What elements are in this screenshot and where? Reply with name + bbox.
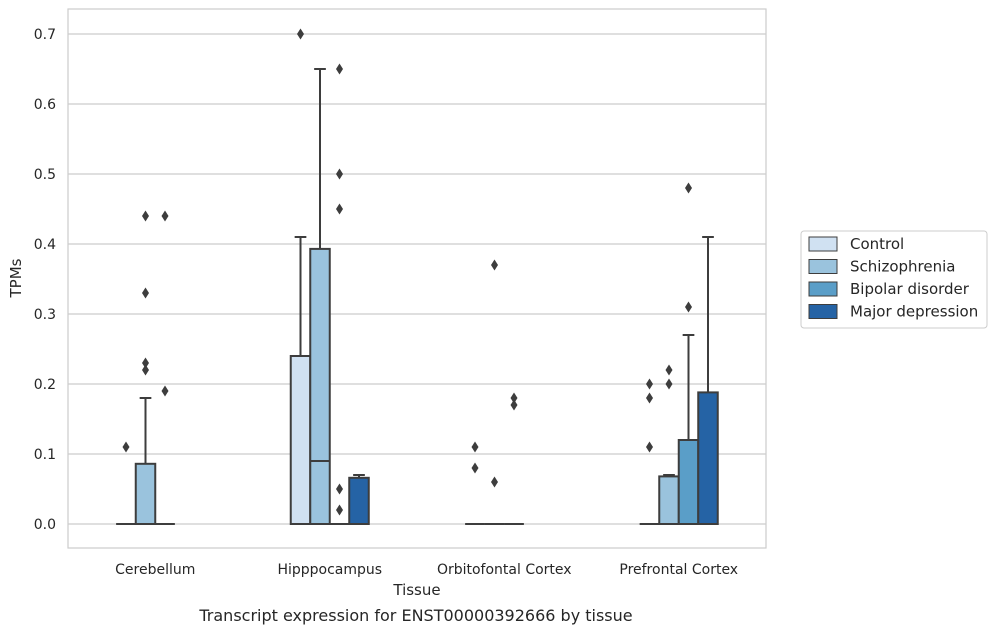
box-group [465,441,485,525]
outlier-point [142,287,149,299]
box-group [155,210,175,525]
outlier-point [336,203,343,215]
box [677,439,700,525]
y-tick-label: 0.4 [34,237,56,253]
y-tick-label: 0.7 [34,27,56,43]
outlier-point [297,28,304,40]
y-tick-label: 0.3 [34,307,56,323]
box-group [329,63,350,525]
box-group [658,364,680,525]
legend-swatch [808,259,838,274]
legend-swatch [808,281,838,297]
outlier-point [161,210,169,222]
chart-caption: Transcript expression for ENST0000039266… [199,606,633,625]
outlier-point [510,392,518,404]
box [658,475,680,525]
legend: Control Schizophrenia Bipolar disorder Majo… [800,230,988,329]
x-tick-label: Orbitofontal Cortex [437,562,572,578]
y-tick-label: 0.1 [34,447,56,463]
outlier-point [142,357,149,369]
box-group [134,210,157,525]
outlier-point [665,378,673,390]
box-layer [116,28,719,525]
y-tick-label: 0.5 [34,167,56,183]
outlier-point [491,476,498,488]
box [697,391,719,525]
outlier-point [161,385,169,397]
box [289,355,312,525]
legend-items: Control Schizophrenia Bipolar disorder Majo… [808,235,978,321]
y-axis-label: TPMs [7,258,25,298]
box-group [116,441,136,525]
y-tick-label: 0.6 [34,97,56,113]
box [348,476,370,525]
box-group [348,474,370,525]
outlier-point [646,441,653,453]
outlier-point [685,182,692,194]
y-tick-label: 0.0 [34,517,56,533]
x-axis-label: Tissue [392,581,440,599]
outlier-point [336,168,343,180]
outlier-point [510,399,518,411]
outlier-point [336,63,343,75]
x-tick-label: Prefrontal Cortex [619,562,738,578]
outlier-point [491,259,498,271]
legend-swatch [808,304,838,319]
outlier-point [142,210,149,222]
outlier-point [471,441,479,453]
box-group [289,28,312,525]
y-tick-label: 0.2 [34,377,56,393]
outlier-point [336,483,343,495]
x-tick-label: Hipppocampus [277,562,382,578]
outlier-point [122,441,130,453]
legend-label: Control [850,235,904,253]
outlier-point [646,392,653,404]
box-group [639,378,660,525]
box-group [484,259,505,525]
legend-swatch [808,236,838,252]
outlier-point [142,364,149,376]
outlier-point [685,301,692,313]
outlier-point [646,378,653,390]
box-group [504,392,524,525]
outlier-point [665,364,673,376]
legend-label: Bipolar disorder [850,280,970,298]
x-tick-label: Cerebellum [115,562,195,578]
legend-frame [800,230,988,329]
outlier-point [336,504,343,516]
box [309,247,331,525]
grid-lines [68,33,766,525]
y-tick-labels: 0.0 0.1 0.2 0.3 0.4 0.5 0.6 0.7 [34,27,56,533]
legend-label: Major depression [850,303,978,321]
legend-label: Schizophrenia [850,258,955,276]
outlier-point [471,462,479,474]
plot-frame [67,8,767,549]
x-tick-labels: Cerebellum Hipppocampus Orbitofontal Corte… [115,562,738,578]
box-group [309,68,331,525]
box-group [697,236,719,525]
box-group [677,182,700,525]
box [134,462,157,525]
